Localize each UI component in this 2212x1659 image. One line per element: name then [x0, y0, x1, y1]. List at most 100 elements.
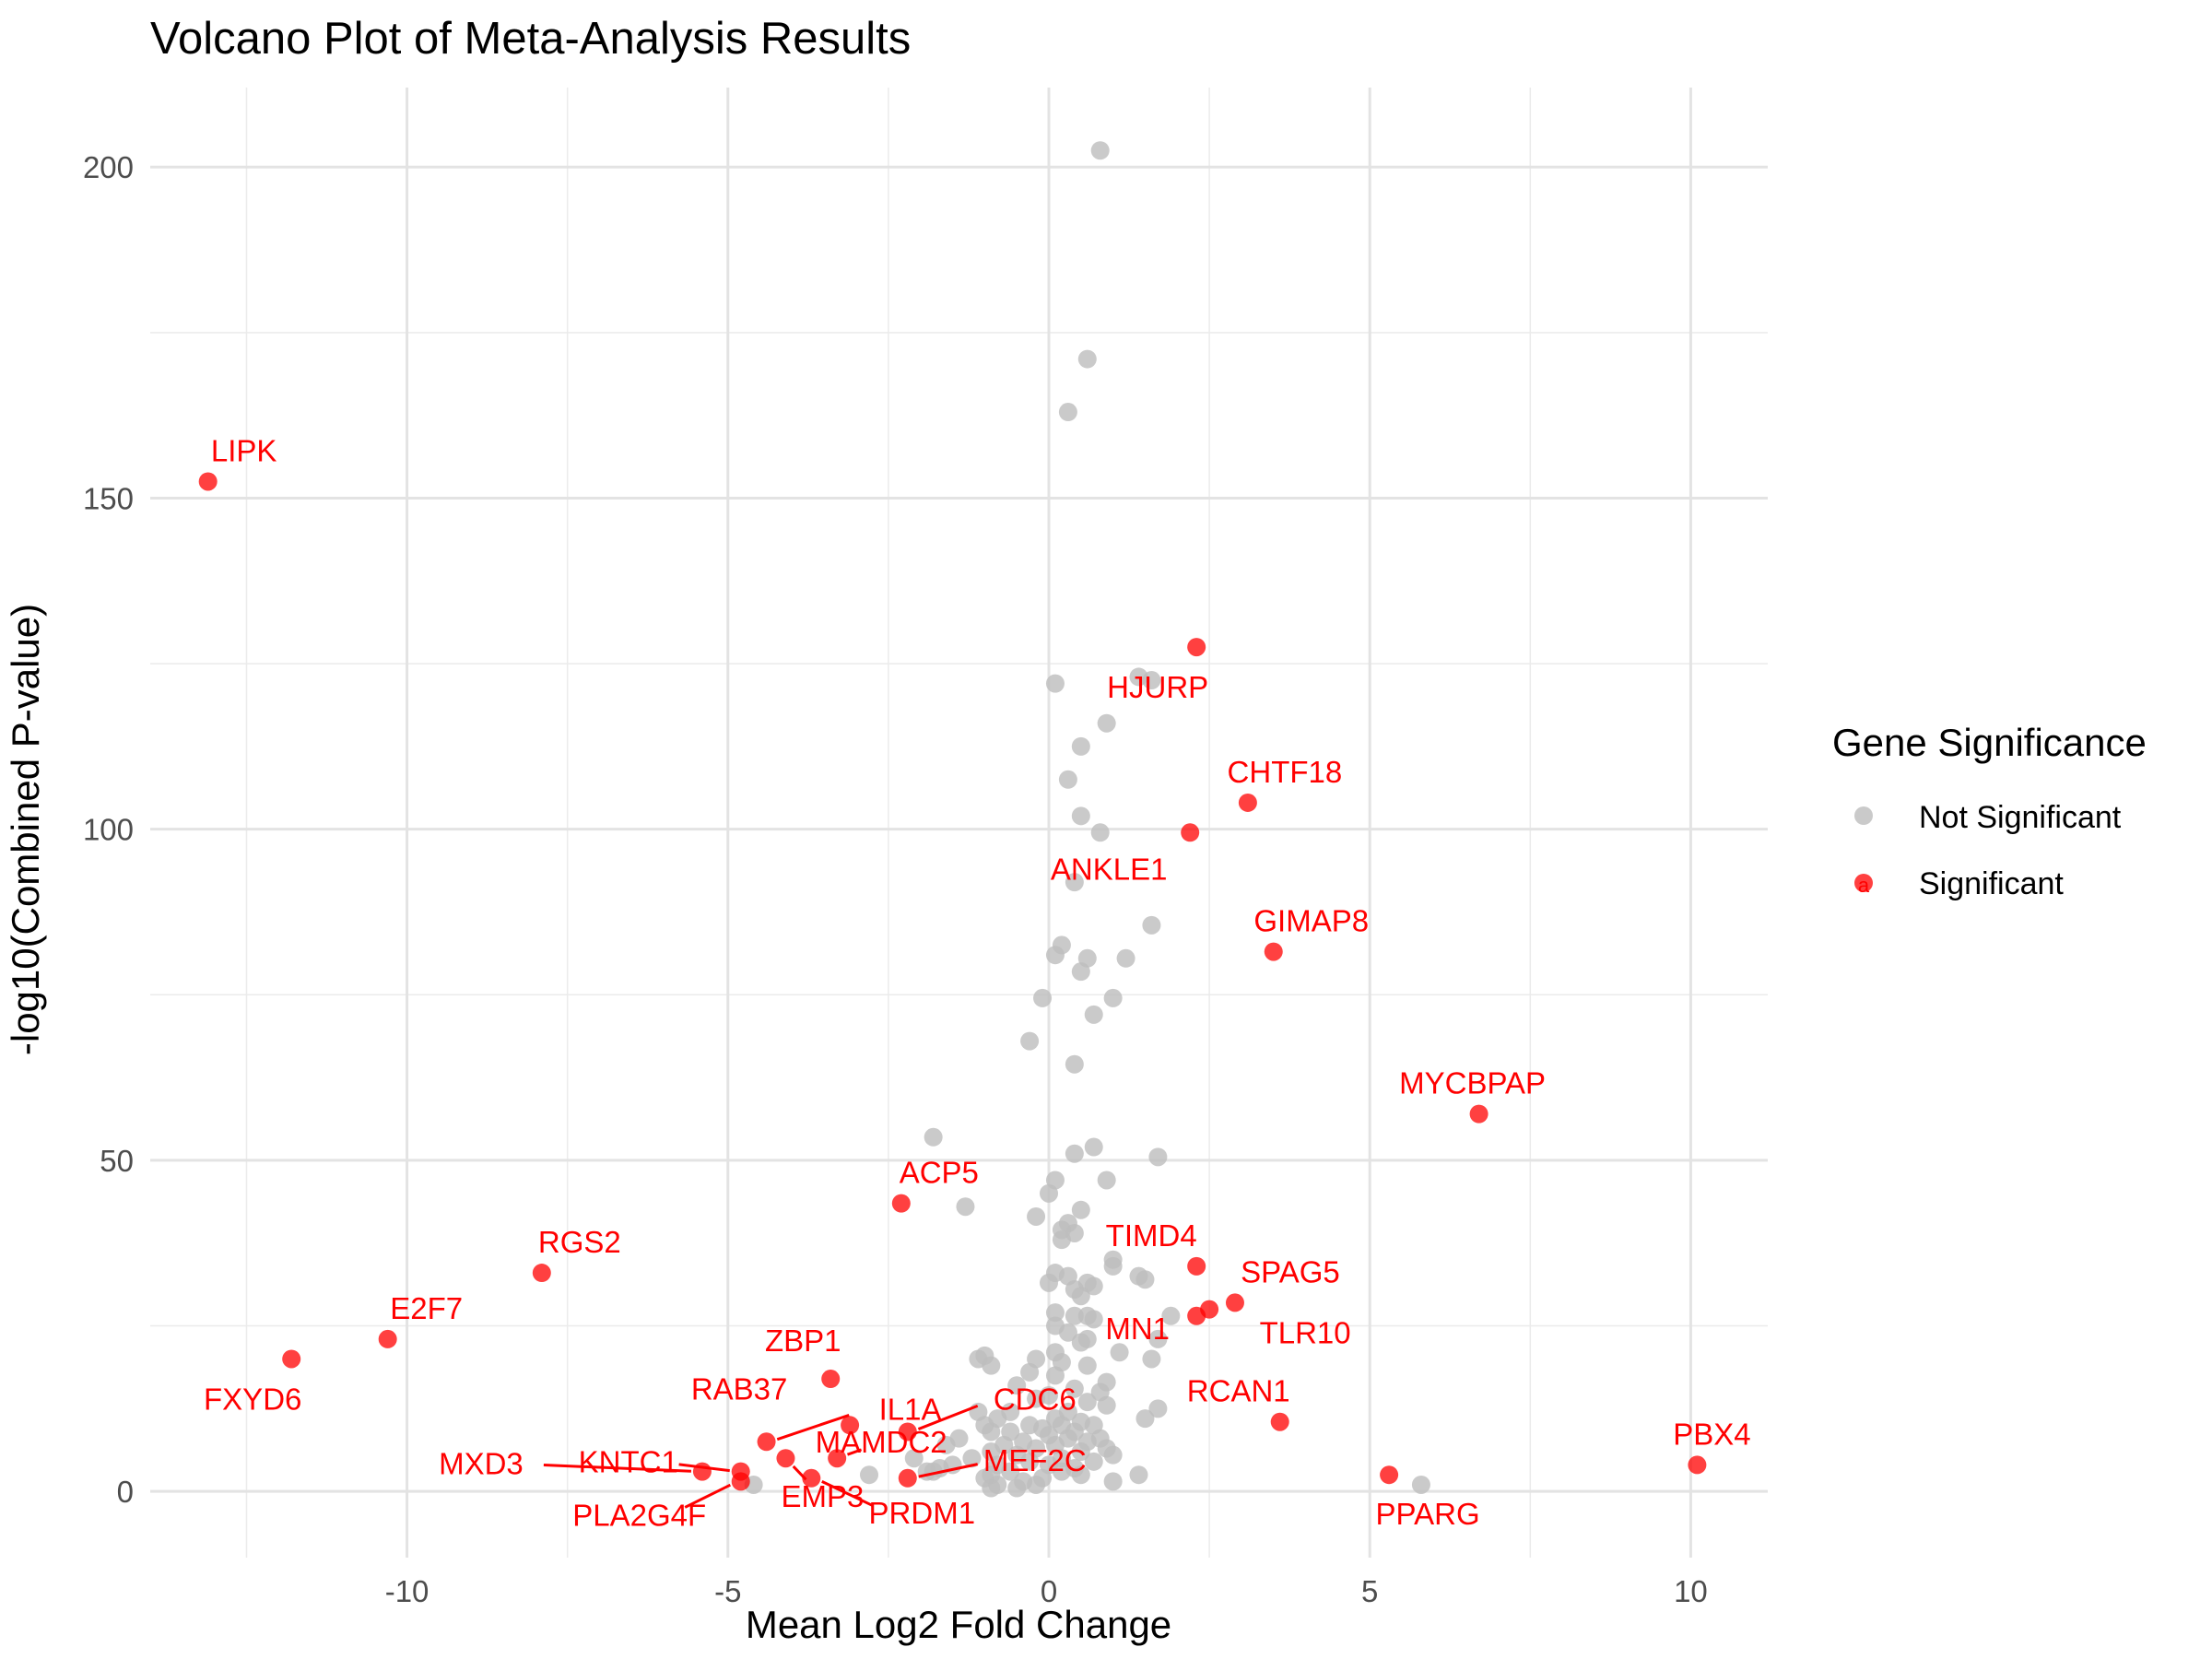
point-not-significant: [1161, 1306, 1181, 1325]
point-significant: [891, 1194, 911, 1213]
point-significant: [828, 1449, 847, 1468]
point-not-significant: [904, 1449, 924, 1468]
label-leader-line: [821, 1480, 873, 1507]
point-significant: [692, 1462, 712, 1481]
point-not-significant: [956, 1197, 975, 1217]
point-not-significant: [1071, 1333, 1090, 1352]
point-not-significant: [982, 1478, 1001, 1498]
y-tick-label: 50: [100, 1144, 134, 1178]
point-significant: [1187, 1306, 1206, 1325]
point-not-significant: [1103, 1256, 1123, 1276]
point-not-significant: [1065, 873, 1084, 892]
label-leader-line: [917, 1404, 979, 1430]
point-not-significant: [1058, 1323, 1077, 1342]
point-significant: [1270, 1412, 1289, 1431]
x-axis-label: Mean Log2 Fold Change: [746, 1603, 1171, 1646]
point-not-significant: [1040, 1273, 1058, 1292]
gene-label-lipk: LIPK: [211, 433, 277, 467]
point-not-significant: [1084, 1137, 1103, 1157]
point-not-significant: [1045, 946, 1065, 965]
gene-label-pbx4: PBX4: [1673, 1417, 1750, 1451]
point-significant: [1187, 638, 1206, 657]
label-leader-line: [918, 1463, 978, 1478]
gene-label-rab37: RAB37: [691, 1371, 788, 1406]
gene-label-rcan1: RCAN1: [1187, 1374, 1290, 1408]
point-significant: [776, 1449, 795, 1468]
gene-label-emp3: EMP3: [782, 1479, 865, 1513]
point-significant: [1238, 793, 1257, 812]
point-not-significant: [1058, 403, 1077, 422]
legend-label-significant: Significant: [1919, 866, 2064, 901]
point-not-significant: [1129, 1465, 1148, 1485]
point-not-significant: [1142, 915, 1161, 935]
chart-title: Volcano Plot of Meta-Analysis Results: [150, 14, 911, 64]
gene-label-rgs2: RGS2: [538, 1225, 621, 1259]
point-significant: [198, 472, 218, 491]
point-significant: [378, 1329, 397, 1348]
gene-label-mn1: MN1: [1105, 1312, 1170, 1346]
gene-label-cdc6: CDC6: [994, 1382, 1077, 1416]
point-not-significant: [1148, 1399, 1168, 1418]
legend-marker-not-significant: [1854, 806, 1873, 825]
point-significant: [757, 1432, 776, 1452]
point-not-significant: [1027, 1389, 1046, 1408]
point-not-significant: [1084, 1005, 1103, 1024]
legend-label-not-significant: Not Significant: [1919, 800, 2122, 835]
point-not-significant: [1071, 806, 1090, 826]
y-axis-label: -log10(Combined P-value): [4, 604, 47, 1055]
point-not-significant: [1077, 1393, 1097, 1412]
point-significant: [898, 1422, 917, 1441]
point-not-significant: [1007, 1376, 1027, 1395]
point-not-significant: [1058, 770, 1077, 789]
y-tick-label: 100: [83, 813, 134, 847]
point-significant: [802, 1468, 821, 1488]
gene-label-pparg: PPARG: [1376, 1497, 1480, 1531]
point-not-significant: [1001, 1462, 1020, 1481]
gene-label-spag5: SPAG5: [1241, 1254, 1340, 1288]
point-not-significant: [1084, 1277, 1103, 1296]
gene-label-acp5: ACP5: [900, 1156, 979, 1190]
point-not-significant: [924, 1462, 943, 1481]
point-not-significant: [1045, 674, 1065, 693]
point-not-significant: [1065, 1379, 1084, 1398]
point-significant: [1264, 942, 1283, 961]
point-not-significant: [924, 1127, 943, 1147]
significant-points: [198, 472, 1707, 1491]
gene-labels: LIPK FXYD6 E2F7 RGS2 ACP5 ZBP1 RAB37 IL1A CDC6 MX…: [204, 433, 1751, 1532]
point-not-significant: [1020, 1362, 1040, 1382]
x-tick-label: 0: [1041, 1574, 1057, 1608]
label-leader-line: [776, 1413, 850, 1441]
legend: Gene Significance Not Significant a Sign…: [1832, 721, 2147, 901]
point-not-significant: [1148, 1147, 1168, 1167]
x-tick-label: 5: [1361, 1574, 1378, 1608]
point-significant: [1380, 1465, 1399, 1485]
point-not-significant: [1110, 1343, 1129, 1362]
point-significant: [1469, 1104, 1488, 1124]
point-not-significant: [1040, 1183, 1058, 1203]
point-significant: [1225, 1293, 1244, 1312]
point-not-significant: [1052, 1462, 1071, 1481]
gene-label-fxyd6: FXYD6: [204, 1382, 301, 1416]
point-not-significant: [1135, 1270, 1155, 1289]
point-significant: [731, 1472, 750, 1491]
gene-label-mxd3: MXD3: [439, 1447, 524, 1481]
point-not-significant: [1148, 1329, 1168, 1348]
gene-label-mycbpap: MYCBPAP: [1399, 1066, 1546, 1100]
gene-label-prdm1: PRDM1: [869, 1496, 976, 1530]
gene-label-pla2g4f: PLA2G4F: [572, 1498, 706, 1532]
point-not-significant: [1116, 948, 1135, 968]
point-not-significant: [1071, 1200, 1090, 1219]
point-not-significant: [1090, 141, 1110, 160]
gene-label-il1a: IL1A: [879, 1392, 942, 1426]
point-not-significant: [1103, 1445, 1123, 1465]
point-significant: [532, 1264, 551, 1283]
gene-label-mamdc2: MAMDC2: [816, 1425, 947, 1459]
legend-title: Gene Significance: [1832, 721, 2147, 764]
point-not-significant: [1020, 1031, 1040, 1051]
point-not-significant: [1142, 1349, 1161, 1369]
x-tick-label: -10: [385, 1574, 429, 1608]
point-not-significant: [1071, 962, 1090, 982]
legend-marker-significant-glyph: a: [1858, 874, 1870, 897]
